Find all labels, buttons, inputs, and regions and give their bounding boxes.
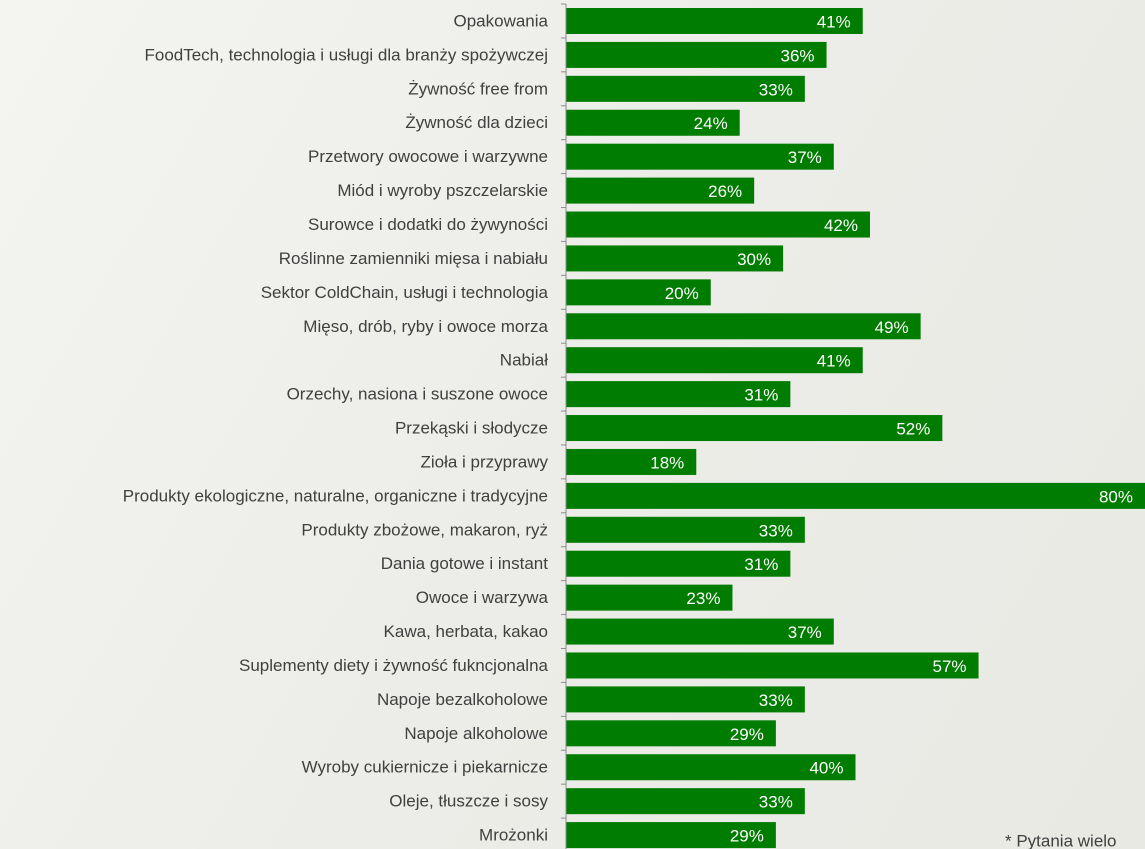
value-label: 29% bbox=[730, 827, 764, 846]
value-label: 33% bbox=[759, 691, 793, 710]
value-label: 57% bbox=[933, 657, 967, 676]
category-label: Nabiał bbox=[500, 351, 548, 370]
category-label: Produkty ekologiczne, naturalne, organic… bbox=[123, 486, 548, 505]
category-label: Żywność dla dzieci bbox=[405, 113, 548, 132]
value-label: 18% bbox=[650, 453, 684, 472]
category-label: Wyroby cukiernicze i piekarnicze bbox=[302, 758, 548, 777]
chart: * Pytania wielo Opakowania 41% FoodTech, t… bbox=[0, 0, 1145, 849]
value-label: 20% bbox=[665, 284, 699, 303]
category-label: Miód i wyroby pszczelarskie bbox=[337, 181, 548, 200]
footnote: * Pytania wielo bbox=[1005, 831, 1117, 849]
category-label: FoodTech, technologia i usługi dla branż… bbox=[144, 45, 548, 64]
value-label: 80% bbox=[1099, 487, 1133, 506]
category-label: Mrożonki bbox=[479, 826, 548, 845]
category-label: Suplementy diety i żywność fukncjonalna bbox=[239, 656, 549, 675]
category-label: Surowce i dodatki do żywyności bbox=[308, 215, 548, 234]
value-label: 29% bbox=[730, 725, 764, 744]
value-label: 40% bbox=[809, 759, 843, 778]
value-label: 23% bbox=[686, 589, 720, 608]
value-label: 24% bbox=[694, 114, 728, 133]
category-label: Napoje alkoholowe bbox=[404, 724, 548, 743]
category-label: Mięso, drób, ryby i owoce morza bbox=[303, 317, 548, 336]
value-label: 31% bbox=[744, 555, 778, 574]
value-label: 31% bbox=[744, 386, 778, 405]
value-label: 42% bbox=[824, 216, 858, 235]
category-label: Przetwory owocowe i warzywne bbox=[308, 147, 548, 166]
category-label: Produkty zbożowe, makaron, ryż bbox=[301, 520, 548, 539]
category-label: Sektor ColdChain, usługi i technologia bbox=[261, 283, 549, 302]
value-label: 37% bbox=[788, 148, 822, 167]
value-label: 37% bbox=[788, 623, 822, 642]
category-label: Opakowania bbox=[453, 11, 548, 30]
category-label: Zioła i przyprawy bbox=[420, 452, 548, 471]
value-label: 41% bbox=[817, 12, 851, 31]
category-label: Owoce i warzywa bbox=[416, 588, 549, 607]
bar bbox=[566, 652, 979, 678]
category-label: Kawa, herbata, kakao bbox=[384, 622, 548, 641]
category-label: Przekąski i słodycze bbox=[395, 419, 548, 438]
category-label: Roślinne zamienniki mięsa i nabiału bbox=[279, 249, 548, 268]
value-label: 30% bbox=[737, 250, 771, 269]
category-label: Napoje bezalkoholowe bbox=[377, 690, 548, 709]
value-label: 52% bbox=[896, 420, 930, 439]
value-label: 49% bbox=[875, 318, 909, 337]
page: * Pytania wielo Opakowania 41% FoodTech, t… bbox=[0, 0, 1145, 849]
category-label: Oleje, tłuszcze i sosy bbox=[389, 792, 548, 811]
category-label: Żywność free from bbox=[408, 79, 548, 98]
category-label: Orzechy, nasiona i suszone owoce bbox=[287, 385, 548, 404]
bar bbox=[566, 313, 921, 339]
value-label: 33% bbox=[759, 793, 793, 812]
value-label: 41% bbox=[817, 352, 851, 371]
value-label: 26% bbox=[708, 182, 742, 201]
value-label: 33% bbox=[759, 521, 793, 540]
bar bbox=[566, 483, 1145, 509]
category-label: Dania gotowe i instant bbox=[381, 554, 549, 573]
value-label: 33% bbox=[759, 80, 793, 99]
bar bbox=[566, 415, 942, 441]
value-label: 36% bbox=[781, 46, 815, 65]
